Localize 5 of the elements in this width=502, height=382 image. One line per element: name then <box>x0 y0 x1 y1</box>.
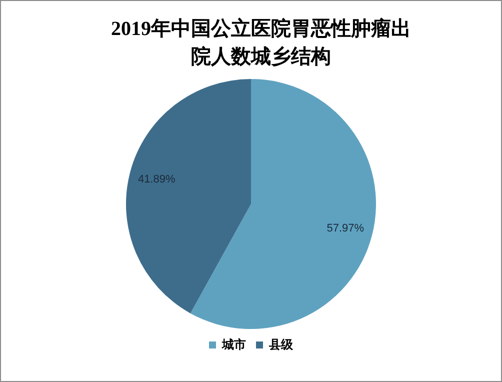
legend-label: 城市 <box>221 337 246 352</box>
data-label: 41.89% <box>138 174 176 186</box>
legend-label: 县级 <box>268 337 294 352</box>
data-label: 57.97% <box>326 222 364 234</box>
chart-title: 2019年中国公立医院胃恶性肿瘤出院人数城乡结构 <box>111 16 411 70</box>
